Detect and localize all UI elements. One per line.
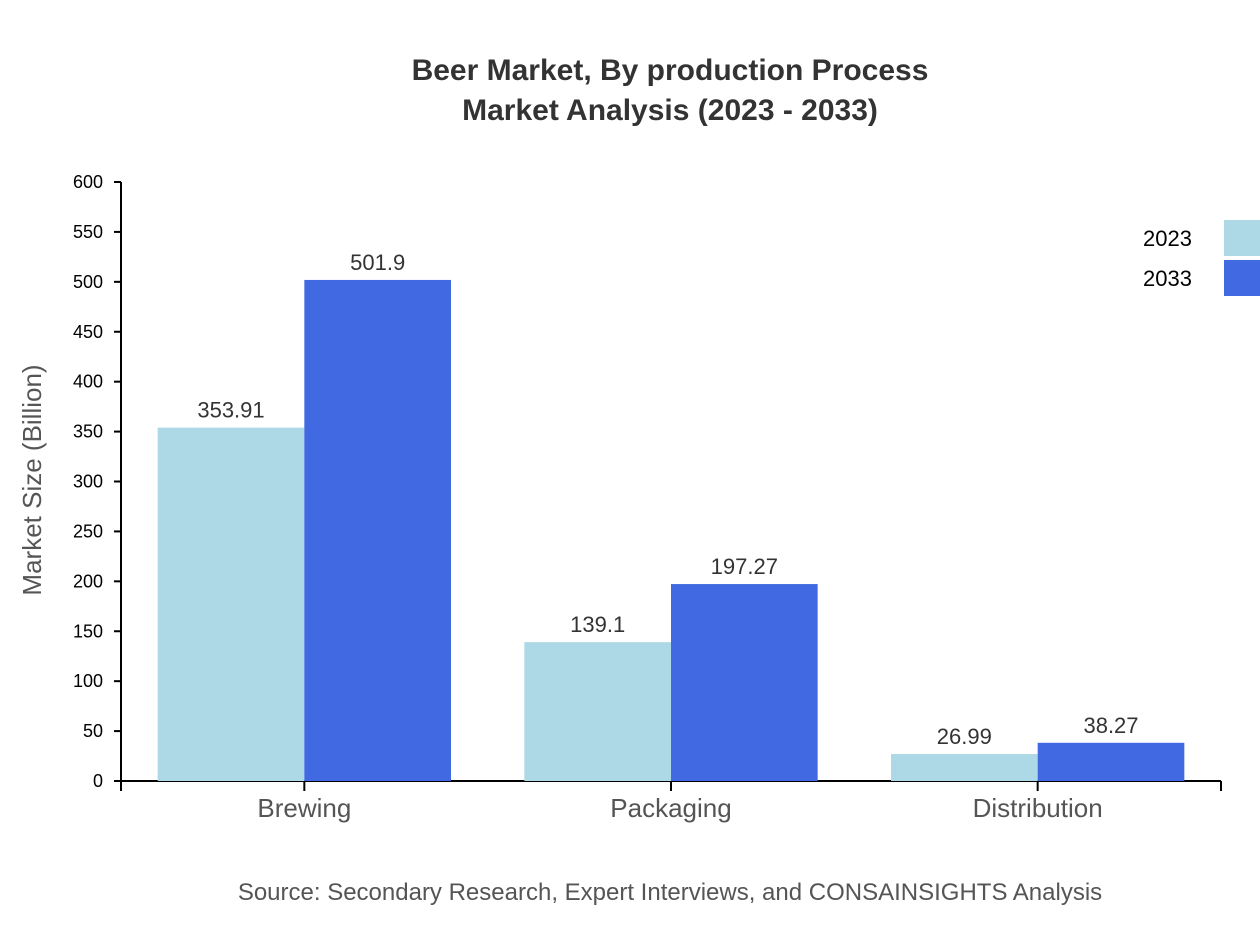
y-axis-label: Market Size (Billion) xyxy=(17,364,47,595)
chart-title-line-1: Beer Market, By production Process xyxy=(412,54,929,87)
bar-2033-brewing xyxy=(304,279,451,781)
y-tick-label: 500 xyxy=(73,272,103,292)
y-tick-label: 600 xyxy=(73,172,103,192)
legend-swatch xyxy=(1224,260,1260,296)
chart-title-line-2: Market Analysis (2023 - 2033) xyxy=(462,94,878,127)
y-tick-label: 100 xyxy=(73,671,103,691)
x-tick-label: Brewing xyxy=(257,793,351,823)
bar-2023-brewing xyxy=(157,427,305,781)
bar-2033-distribution xyxy=(1037,742,1185,781)
data-label: 501.9 xyxy=(350,250,405,275)
y-tick-label: 550 xyxy=(73,222,103,242)
data-label: 353.91 xyxy=(197,398,264,423)
y-tick-label: 400 xyxy=(73,372,103,392)
bar-2033-packaging xyxy=(671,584,818,781)
y-tick-label: 250 xyxy=(73,521,103,541)
x-tick-label: Packaging xyxy=(610,793,731,823)
legend-swatch xyxy=(1224,220,1260,256)
data-label: 26.99 xyxy=(937,724,992,749)
y-tick-label: 50 xyxy=(83,721,103,741)
y-tick-label: 150 xyxy=(73,621,103,641)
y-tick-label: 350 xyxy=(73,422,103,442)
data-label: 38.27 xyxy=(1083,713,1138,738)
legend-label: 2033 xyxy=(1143,266,1192,291)
x-tick-label: Distribution xyxy=(973,793,1103,823)
y-tick-label: 200 xyxy=(73,571,103,591)
y-tick-label: 0 xyxy=(93,771,103,791)
y-tick-label: 300 xyxy=(73,472,103,492)
bar-2023-distribution xyxy=(891,754,1038,781)
source-note: Source: Secondary Research, Expert Inter… xyxy=(238,879,1102,906)
legend-label: 2023 xyxy=(1143,226,1192,251)
bar-2023-packaging xyxy=(524,642,671,781)
data-label: 197.27 xyxy=(711,554,778,579)
data-label: 139.1 xyxy=(570,612,625,637)
y-tick-label: 450 xyxy=(73,322,103,342)
